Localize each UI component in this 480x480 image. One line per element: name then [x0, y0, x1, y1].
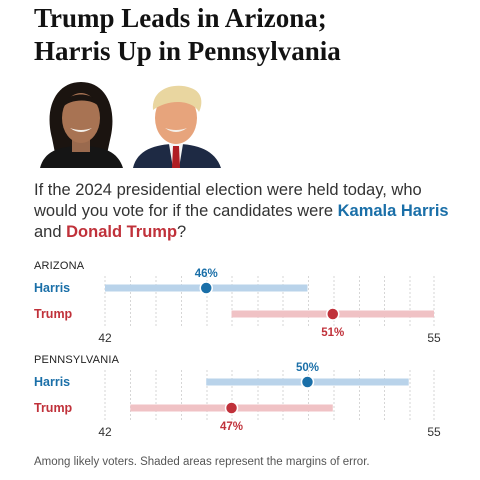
- question-trump-name: Donald Trump: [66, 223, 178, 241]
- x-tick-label: 55: [427, 331, 441, 345]
- question-text: If the 2024 presidential election were h…: [34, 181, 422, 220]
- trump-photo: [129, 78, 224, 168]
- trump-value-label: 47%: [220, 421, 243, 433]
- candidate-photos: [34, 78, 224, 168]
- headline: Trump Leads in Arizona; Harris Up in Pen…: [34, 2, 474, 68]
- harris-dot: [300, 375, 315, 389]
- x-tick-label: 42: [98, 425, 112, 439]
- harris-row-label: Harris: [34, 281, 70, 295]
- harris-value-label: 50%: [296, 362, 319, 374]
- harris-value-label: 46%: [195, 268, 218, 280]
- arizona-label: ARIZONA: [34, 260, 85, 272]
- headline-line-1: Trump Leads in Arizona;: [34, 3, 327, 33]
- question-harris-name: Kamala Harris: [337, 202, 449, 220]
- harris-row-label: Harris: [34, 375, 70, 389]
- harris-dot: [199, 281, 213, 295]
- x-tick-label: 55: [427, 425, 441, 439]
- trump-value-label: 51%: [321, 327, 344, 339]
- x-tick-label: 42: [98, 331, 112, 345]
- pennsylvania-chart: 42 55 Harris 50% Trump 47%: [34, 362, 441, 439]
- trump-row-label: Trump: [34, 307, 73, 321]
- trump-row-label: Trump: [34, 401, 73, 415]
- trump-dot: [326, 307, 340, 321]
- footnote: Among likely voters. Shaded areas repres…: [34, 456, 370, 468]
- pennsylvania-label: PENNSYLVANIA: [34, 354, 120, 366]
- question-mark: ?: [177, 223, 187, 241]
- trump-dot: [224, 401, 239, 415]
- headline-line-2: Harris Up in Pennsylvania: [34, 36, 341, 66]
- harris-photo: [34, 78, 129, 168]
- survey-question: If the 2024 presidential election were h…: [34, 180, 454, 243]
- arizona-chart: 42 55 Harris 46% Trump 51%: [34, 268, 441, 345]
- question-and: and: [34, 223, 62, 241]
